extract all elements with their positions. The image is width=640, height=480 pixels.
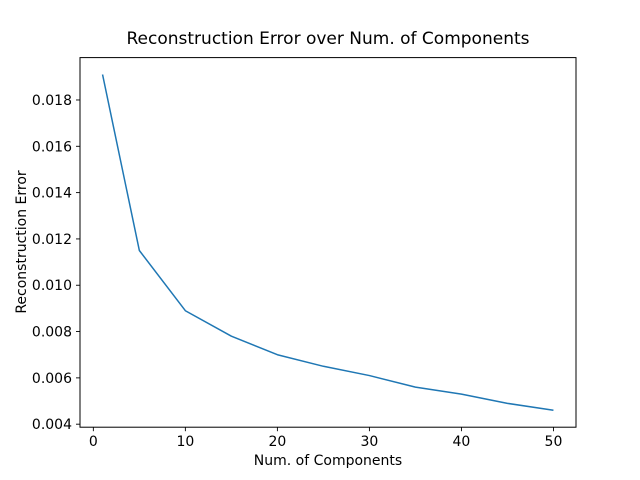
x-tick-label: 30 (360, 434, 378, 450)
y-tick-label: 0.008 (32, 325, 72, 341)
tick-layer: 0 10 20 30 40 50 0.004 0.006 0.008 0.010 0.012 0.01… (32, 57, 577, 450)
y-tick-label: 0.016 (32, 139, 72, 155)
y-tick-label: 0.006 (32, 371, 72, 387)
y-axis-label: Reconstruction Error (14, 170, 30, 314)
x-tick-label: 10 (176, 434, 194, 450)
x-tick-label: 0 (89, 434, 98, 450)
y-tick-label: 0.012 (32, 232, 72, 248)
y-tick-label: 0.004 (32, 417, 72, 433)
line-layer (101, 74, 554, 412)
axes-box (79, 57, 577, 428)
x-tick-label: 40 (453, 434, 471, 450)
y-tick-label: 0.010 (32, 278, 72, 294)
x-tick-label: 20 (268, 434, 286, 450)
chart-title: Reconstruction Error over Num. of Compon… (127, 29, 530, 49)
reconstruction-error-line (101, 74, 554, 412)
x-tick-label: 50 (545, 434, 563, 450)
y-tick-label: 0.014 (32, 186, 72, 202)
y-tick-label: 0.018 (32, 93, 72, 109)
x-axis-label: Num. of Components (254, 453, 402, 469)
